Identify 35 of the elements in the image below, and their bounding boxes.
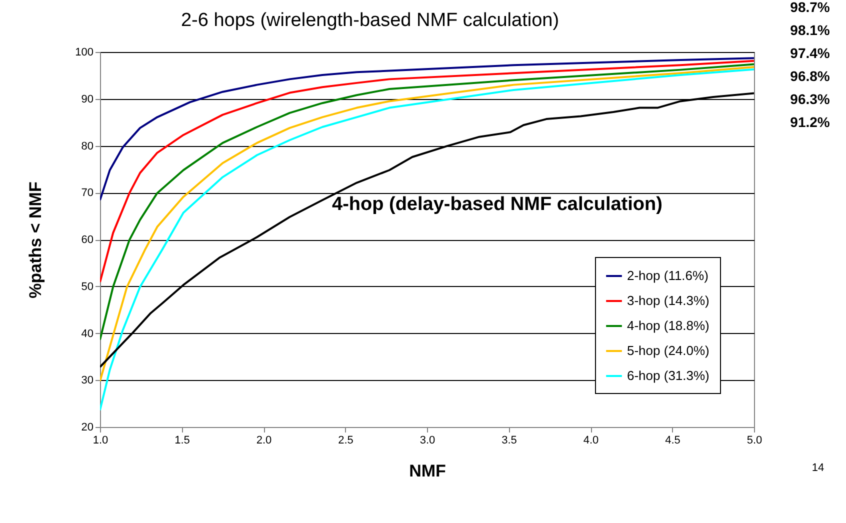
y-tick-label: 40 [81, 328, 94, 340]
legend-label: 6-hop (31.3%) [627, 368, 710, 383]
y-axis-title: %paths < NMF [26, 182, 46, 298]
line-series [100, 60, 754, 284]
y-tick-label: 90 [81, 93, 94, 106]
x-tick-label: 3.5 [502, 434, 517, 446]
x-axis-title: NMF [409, 462, 446, 480]
text: 96.8% [790, 68, 830, 84]
text: 91.2% [790, 114, 830, 130]
x-tick-label: 1.5 [174, 434, 190, 446]
chart-title: 2-6 hops (wirelength-based NMF calculation) [180, 10, 560, 31]
y-tick-label: 20 [81, 422, 94, 434]
legend-label: 3-hop (14.3%) [627, 293, 710, 308]
y-tick-label: 70 [81, 187, 94, 200]
legend-label: 5-hop (24.0%) [627, 343, 710, 358]
annotation: 4-hop (delay-based NMF calculation) [332, 194, 662, 215]
y-tick-label: 30 [81, 374, 94, 387]
x-tick-label: 4.5 [665, 434, 680, 446]
x-tick-label: 5.0 [746, 434, 762, 446]
x-tick-label: 2.5 [338, 434, 354, 446]
text: 96.3% [790, 91, 830, 107]
y-tick-label: 80 [81, 140, 94, 152]
text: 98.1% [790, 22, 830, 38]
legend-label: 4-hop (18.8%) [627, 318, 710, 333]
x-tick-label: 2.0 [256, 434, 272, 446]
text: 97.4% [790, 45, 830, 61]
x-tick-label: 4.0 [583, 434, 599, 446]
text: 98.7% [790, 0, 830, 15]
text: 14 [812, 462, 824, 474]
y-tick-label: 60 [81, 234, 94, 246]
legend-label: 2-hop (11.6%) [627, 268, 708, 283]
x-tick-label: 3.0 [420, 434, 436, 446]
y-tick-label: 50 [81, 280, 94, 293]
y-tick-label: 100 [75, 46, 94, 58]
x-tick-label: 1.0 [92, 434, 108, 446]
